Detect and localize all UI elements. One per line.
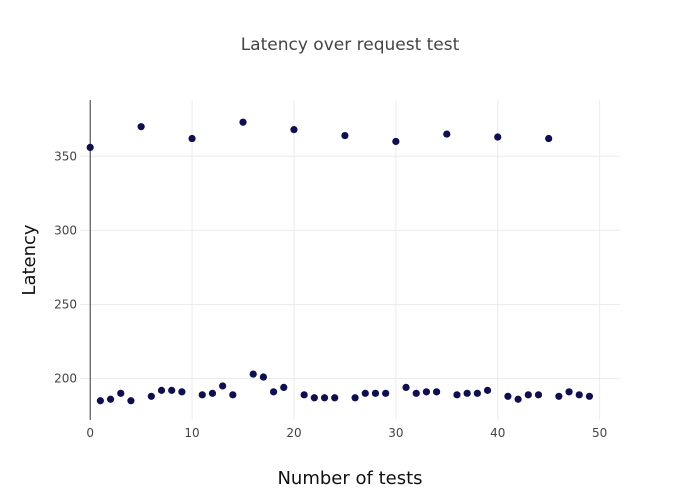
data-point[interactable] [565, 388, 573, 396]
data-point[interactable] [198, 391, 206, 399]
y-axis-title: Latency [19, 224, 40, 295]
tick-labels: 0 10 20 30 40 50 200 250 300 350 [54, 149, 607, 440]
data-point[interactable] [473, 389, 481, 397]
y-tick-label: 350 [54, 149, 77, 163]
y-tick-label: 300 [54, 223, 77, 237]
data-point[interactable] [514, 395, 522, 403]
x-tick-label: 30 [388, 426, 403, 440]
grid-lines [80, 100, 620, 420]
data-point[interactable] [433, 388, 441, 396]
x-tick-label: 50 [592, 426, 607, 440]
data-point[interactable] [178, 388, 186, 396]
x-tick-label: 40 [490, 426, 505, 440]
data-point[interactable] [86, 143, 94, 152]
data-point[interactable] [534, 391, 543, 399]
x-tick-label: 0 [86, 426, 94, 440]
x-tick-label: 20 [286, 426, 301, 440]
data-point[interactable] [422, 388, 431, 396]
data-point[interactable] [504, 392, 512, 400]
data-point[interactable] [361, 389, 369, 397]
data-point[interactable] [392, 137, 400, 146]
data-point[interactable] [239, 118, 247, 126]
data-point[interactable] [310, 394, 318, 402]
data-point[interactable] [412, 389, 420, 397]
data-point[interactable] [453, 391, 461, 399]
data-point[interactable] [219, 382, 227, 390]
data-point[interactable] [555, 392, 563, 400]
data-point[interactable] [96, 397, 104, 405]
data-point[interactable] [300, 391, 308, 399]
data-point[interactable] [585, 392, 594, 400]
data-point[interactable] [208, 389, 217, 397]
data-point[interactable] [269, 388, 278, 396]
data-point[interactable] [229, 391, 237, 399]
data-point[interactable] [545, 134, 553, 143]
data-point[interactable] [290, 126, 298, 134]
data-point[interactable] [249, 370, 257, 378]
data-point[interactable] [137, 123, 145, 131]
data-point[interactable] [402, 383, 410, 392]
data-point[interactable] [259, 373, 267, 381]
data-points [86, 118, 594, 405]
data-point[interactable] [168, 386, 176, 394]
y-tick-label: 250 [54, 297, 77, 311]
data-point[interactable] [443, 130, 451, 138]
data-point[interactable] [320, 394, 329, 402]
chart-title: Latency over request test [241, 35, 460, 55]
data-point[interactable] [483, 386, 492, 394]
data-point[interactable] [280, 383, 288, 392]
data-point[interactable] [188, 134, 196, 143]
data-point[interactable] [494, 133, 502, 141]
x-tick-label: 10 [184, 426, 199, 440]
data-point[interactable] [117, 389, 125, 397]
data-point[interactable] [341, 131, 349, 140]
data-point[interactable] [575, 391, 583, 399]
data-point[interactable] [157, 386, 166, 394]
data-point[interactable] [106, 395, 115, 403]
data-point[interactable] [382, 389, 390, 397]
data-point[interactable] [371, 389, 380, 397]
data-point[interactable] [524, 391, 532, 399]
data-point[interactable] [147, 392, 155, 400]
y-tick-label: 200 [54, 372, 77, 386]
data-point[interactable] [463, 389, 471, 397]
x-axis-title: Number of tests [277, 468, 422, 489]
data-point[interactable] [331, 394, 339, 402]
data-point[interactable] [127, 397, 135, 405]
data-point[interactable] [351, 394, 359, 402]
